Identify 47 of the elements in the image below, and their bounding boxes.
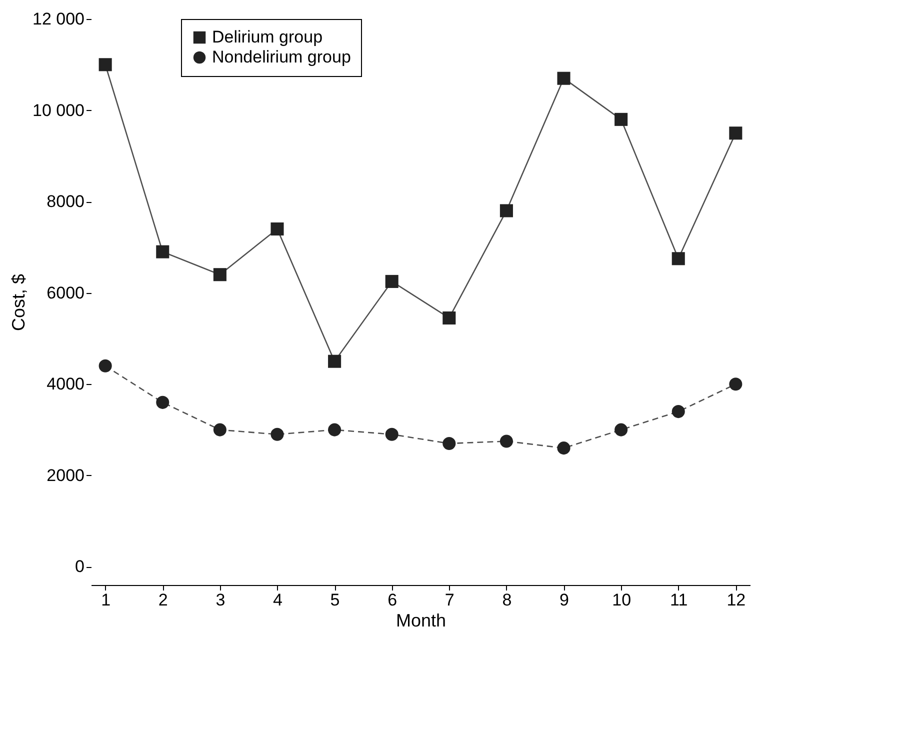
y-tick-label: 10 000	[32, 100, 84, 120]
point	[385, 428, 398, 441]
x-tick-label: 2	[158, 590, 168, 610]
point	[729, 126, 742, 140]
point	[557, 442, 570, 455]
y-tick-label: 12 000	[32, 10, 84, 28]
point	[672, 405, 685, 418]
point	[328, 423, 342, 436]
x-tick-label: 12	[726, 590, 746, 610]
y-tick-label: 6000	[46, 283, 84, 302]
x-tick-label: 5	[330, 590, 340, 610]
point	[98, 58, 112, 72]
y-tick-label: 2000	[46, 466, 84, 485]
point	[614, 112, 628, 126]
point	[213, 423, 226, 436]
y-tick-label: 0	[75, 557, 84, 576]
point	[672, 252, 685, 266]
point	[442, 436, 456, 450]
y-tick-label: 8000	[46, 192, 84, 212]
point	[729, 378, 742, 391]
point	[442, 311, 456, 324]
x-tick-label: 6	[388, 590, 398, 610]
point	[270, 222, 284, 236]
point	[557, 72, 570, 85]
legend-label: Delirium group	[212, 28, 323, 46]
point	[614, 423, 628, 436]
point	[500, 204, 513, 218]
x-tick-label: 7	[444, 590, 454, 610]
y-axis-title: Cost, $	[8, 274, 29, 332]
point	[213, 268, 226, 282]
point	[156, 396, 170, 409]
y-tick-label: 4000	[46, 374, 84, 394]
x-tick-label: 8	[502, 590, 512, 610]
point	[385, 274, 398, 288]
point	[98, 359, 112, 372]
x-tick-label: 4	[273, 590, 282, 610]
x-tick-label: 9	[560, 590, 569, 610]
x-tick-label: 10	[612, 590, 632, 610]
legend-label: Nondelirium group	[212, 48, 351, 66]
point	[328, 354, 342, 368]
x-tick-label: 1	[101, 590, 111, 610]
x-axis-title: Month	[396, 610, 446, 630]
x-tick-label: 3	[216, 590, 226, 610]
x-tick-label: 11	[670, 590, 688, 610]
point	[500, 434, 513, 448]
point	[270, 428, 284, 441]
point	[156, 245, 170, 258]
